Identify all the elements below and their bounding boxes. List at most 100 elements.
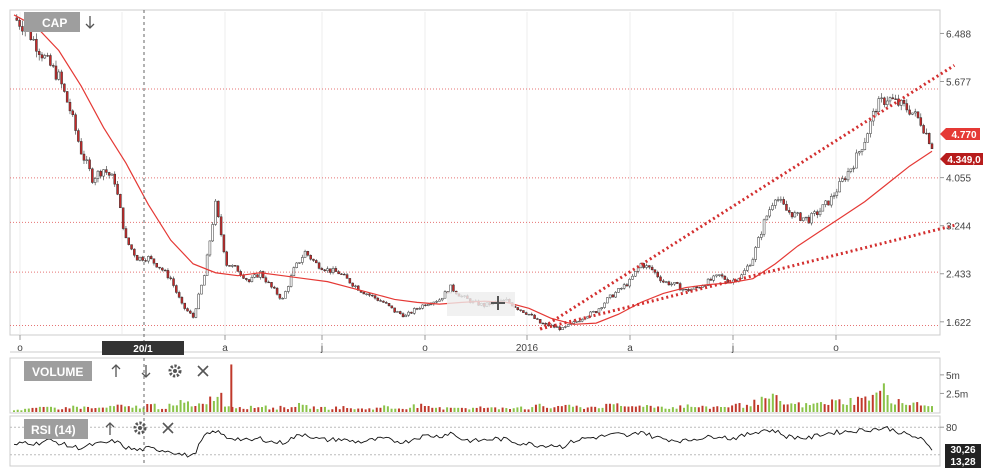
volume-tick-label: 5m: [946, 371, 960, 382]
candle: [303, 249, 307, 258]
candle: [63, 83, 66, 93]
candle: [57, 69, 61, 81]
candle: [68, 98, 72, 115]
candle: [217, 200, 220, 218]
volume-bar: [20, 410, 23, 412]
candle: [172, 276, 175, 288]
candle: [331, 266, 335, 275]
candle: [175, 284, 178, 294]
trendline[interactable]: [539, 223, 955, 331]
volume-bar: [864, 396, 867, 412]
volume-bar: [757, 404, 760, 412]
volume-bar: [16, 409, 19, 412]
volume-bar: [708, 408, 711, 412]
volume-bar: [823, 404, 826, 412]
volume-bar: [712, 406, 715, 412]
crosshair-date-badge: [102, 341, 184, 355]
volume-bar: [553, 407, 556, 412]
candle: [829, 193, 833, 208]
candle: [373, 295, 377, 300]
candle: [138, 256, 142, 262]
volume-bar: [301, 404, 304, 412]
volume-bar: [520, 406, 523, 412]
candle: [608, 294, 612, 300]
candle: [415, 307, 419, 311]
candle: [922, 123, 925, 134]
candle: [790, 212, 794, 219]
volume-bar: [694, 407, 697, 412]
candle: [838, 177, 841, 193]
volume-bar: [745, 404, 748, 412]
volume-label-button[interactable]: VOLUME: [24, 361, 92, 381]
candle: [435, 299, 438, 304]
rsi-label-button[interactable]: RSI (14): [24, 419, 88, 439]
volume-bar: [549, 408, 552, 412]
candle: [897, 94, 900, 107]
candle: [295, 262, 298, 269]
volume-bar: [557, 405, 560, 412]
arrow-down-icon[interactable]: [85, 16, 95, 29]
candle: [524, 311, 528, 316]
rsi-y-axis: 80: [940, 423, 958, 434]
candle: [760, 231, 763, 241]
candle: [410, 311, 413, 314]
candle: [376, 296, 380, 302]
crosshair-icon[interactable]: [447, 292, 515, 316]
ma-value-label: 4.349,0: [947, 155, 981, 166]
volume-bar: [634, 406, 637, 412]
volume-bar: [279, 405, 282, 412]
candle: [776, 196, 780, 203]
close-icon[interactable]: [197, 365, 209, 377]
candle: [161, 267, 164, 272]
candle: [810, 212, 813, 226]
volume-bar: [98, 407, 101, 412]
volume-bar: [705, 406, 708, 412]
candle: [860, 149, 864, 156]
candle: [169, 275, 172, 281]
volume-bar: [638, 405, 641, 412]
candle: [256, 274, 259, 278]
volume-bar: [157, 409, 160, 412]
volume-bar: [223, 406, 226, 412]
trendline[interactable]: [539, 64, 956, 331]
x-tick-label: 2016: [516, 343, 539, 354]
arrow-up-icon[interactable]: [111, 364, 121, 377]
candle: [782, 196, 785, 206]
volume-bar: [420, 403, 423, 412]
volume-bar: [805, 403, 808, 412]
volume-bar: [13, 410, 15, 412]
gear-icon[interactable]: [168, 364, 182, 378]
arrow-down-icon[interactable]: [141, 365, 151, 378]
volume-bar: [364, 409, 367, 412]
volume-bar: [64, 407, 67, 412]
candle: [51, 63, 55, 69]
close-icon[interactable]: [162, 422, 174, 434]
volume-bar: [720, 407, 723, 412]
volume-plot-area[interactable]: [9, 357, 941, 414]
candle: [37, 48, 41, 61]
volume-bar: [794, 403, 797, 412]
candle: [306, 250, 310, 257]
volume-bar: [164, 408, 167, 412]
candle: [880, 93, 883, 103]
volume-bar: [353, 409, 356, 412]
candle: [65, 91, 69, 103]
volume-bar: [194, 406, 197, 412]
volume-bar: [505, 408, 508, 412]
arrow-up-icon[interactable]: [105, 422, 115, 435]
candle: [586, 315, 589, 319]
volume-bar: [931, 406, 933, 412]
symbol-button[interactable]: CAP: [24, 12, 80, 32]
candle: [684, 288, 687, 291]
volume-bar: [901, 403, 904, 412]
x-tick-label: o: [833, 343, 839, 354]
candle: [832, 192, 836, 200]
candle: [46, 52, 49, 57]
gear-icon[interactable]: [133, 421, 147, 435]
rsi-plot-area[interactable]: [9, 415, 941, 467]
price-plot-area[interactable]: [9, 9, 941, 336]
volume-bar: [816, 402, 819, 412]
volume-bar: [575, 405, 578, 412]
candle: [670, 281, 673, 287]
